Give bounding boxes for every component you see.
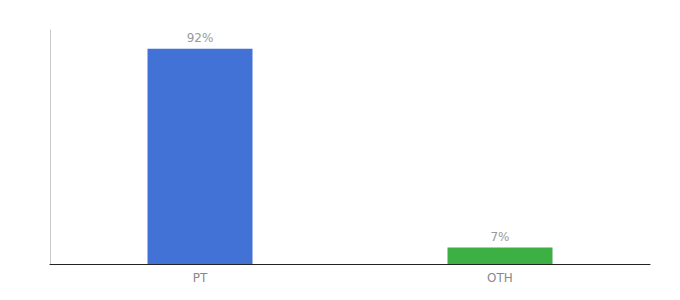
svg-text:7%: 7% bbox=[490, 230, 509, 244]
svg-text:92%: 92% bbox=[187, 31, 214, 45]
svg-text:OTH: OTH bbox=[487, 271, 513, 285]
svg-text:PT: PT bbox=[193, 271, 208, 285]
